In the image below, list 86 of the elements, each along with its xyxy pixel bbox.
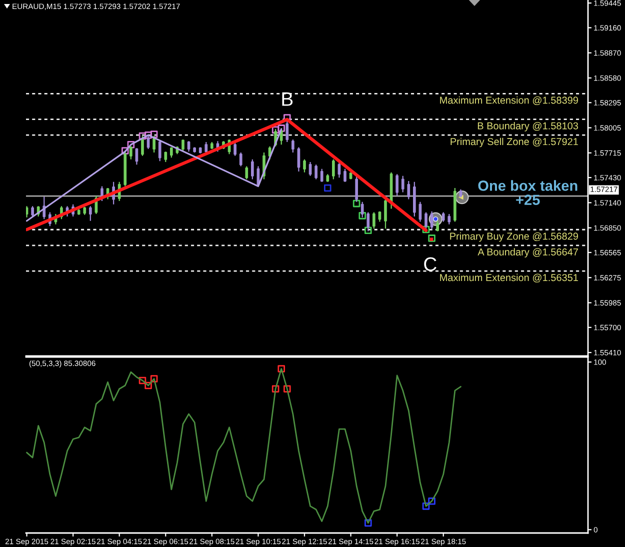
point (121, 147, 129, 154)
point (150, 130, 158, 138)
point (428, 498, 436, 505)
candlestick (442, 212, 445, 222)
point (150, 375, 158, 382)
point (278, 124, 285, 132)
candlestick (396, 174, 398, 196)
candlestick (135, 148, 138, 166)
candlestick (332, 158, 335, 180)
candlestick (413, 181, 416, 218)
candlestick (152, 135, 156, 154)
point (138, 132, 146, 140)
candlestick (210, 142, 214, 150)
candlestick (280, 128, 283, 146)
point (358, 212, 366, 220)
candlestick (430, 210, 434, 230)
point (422, 226, 430, 234)
candlestick (204, 142, 208, 154)
candlestick (314, 164, 318, 180)
candlestick (360, 201, 364, 218)
ref-line-label: Maximum Extension @1.56351 (440, 274, 578, 282)
candlestick (187, 140, 190, 152)
annotation: C (424, 257, 436, 272)
point (144, 382, 152, 390)
ref-line-label: Primary Sell Zone @1.57921 (450, 138, 578, 148)
candlestick (193, 146, 196, 154)
point (428, 234, 436, 242)
candlestick (338, 161, 341, 178)
candlestick (355, 175, 358, 202)
candlestick (146, 135, 150, 150)
candlestick (401, 175, 404, 193)
candlestick (384, 198, 387, 230)
point (364, 226, 372, 234)
candlestick (234, 142, 236, 156)
candlestick (129, 146, 132, 160)
candlestick (303, 158, 306, 173)
candlestick (124, 151, 127, 187)
candlestick (320, 168, 324, 182)
candlestick (26, 206, 28, 218)
candlestick (245, 166, 248, 180)
candlestick (349, 172, 352, 180)
candlestick (292, 138, 294, 154)
candlestick (308, 161, 312, 176)
candlestick (378, 210, 382, 222)
candlestick (454, 187, 456, 222)
candlestick (448, 213, 451, 225)
point (364, 519, 372, 527)
candlestick (407, 180, 410, 200)
point (127, 141, 135, 148)
candlestick (164, 151, 168, 163)
candlestick (366, 212, 370, 232)
annotation: One box taken +25 (478, 180, 578, 205)
candlestick (436, 220, 439, 232)
candlestick (286, 118, 289, 143)
candlestick (88, 206, 92, 222)
candlestick (297, 146, 300, 172)
candlestick (344, 168, 346, 182)
point (352, 200, 360, 208)
ref-line-label: A Boundary @1.56647 (478, 248, 578, 258)
candlestick (198, 146, 202, 154)
point (272, 126, 280, 134)
ref-line-label: Primary Buy Zone @1.56829 (450, 232, 578, 242)
point (422, 502, 430, 510)
candlestick (158, 140, 162, 162)
point (138, 376, 146, 384)
candlestick (250, 158, 254, 180)
ref-line-label: Maximum Extension @1.58399 (440, 96, 578, 106)
candlestick (418, 201, 422, 222)
candlestick (77, 208, 80, 216)
candlestick (182, 138, 184, 152)
candlestick (141, 135, 144, 156)
candlestick (424, 212, 428, 231)
point (278, 365, 285, 372)
candlestick (326, 174, 330, 182)
candlestick (239, 152, 242, 167)
point (144, 131, 152, 139)
candlestick (372, 212, 376, 230)
candlestick (170, 146, 173, 158)
ref-line-label: B Boundary @1.58103 (478, 122, 578, 132)
point (324, 184, 332, 192)
annotation: B (282, 92, 293, 106)
candlestick (31, 206, 34, 218)
point (272, 385, 280, 392)
candlestick (459, 188, 462, 198)
candlestick (83, 206, 86, 216)
point (283, 385, 291, 392)
